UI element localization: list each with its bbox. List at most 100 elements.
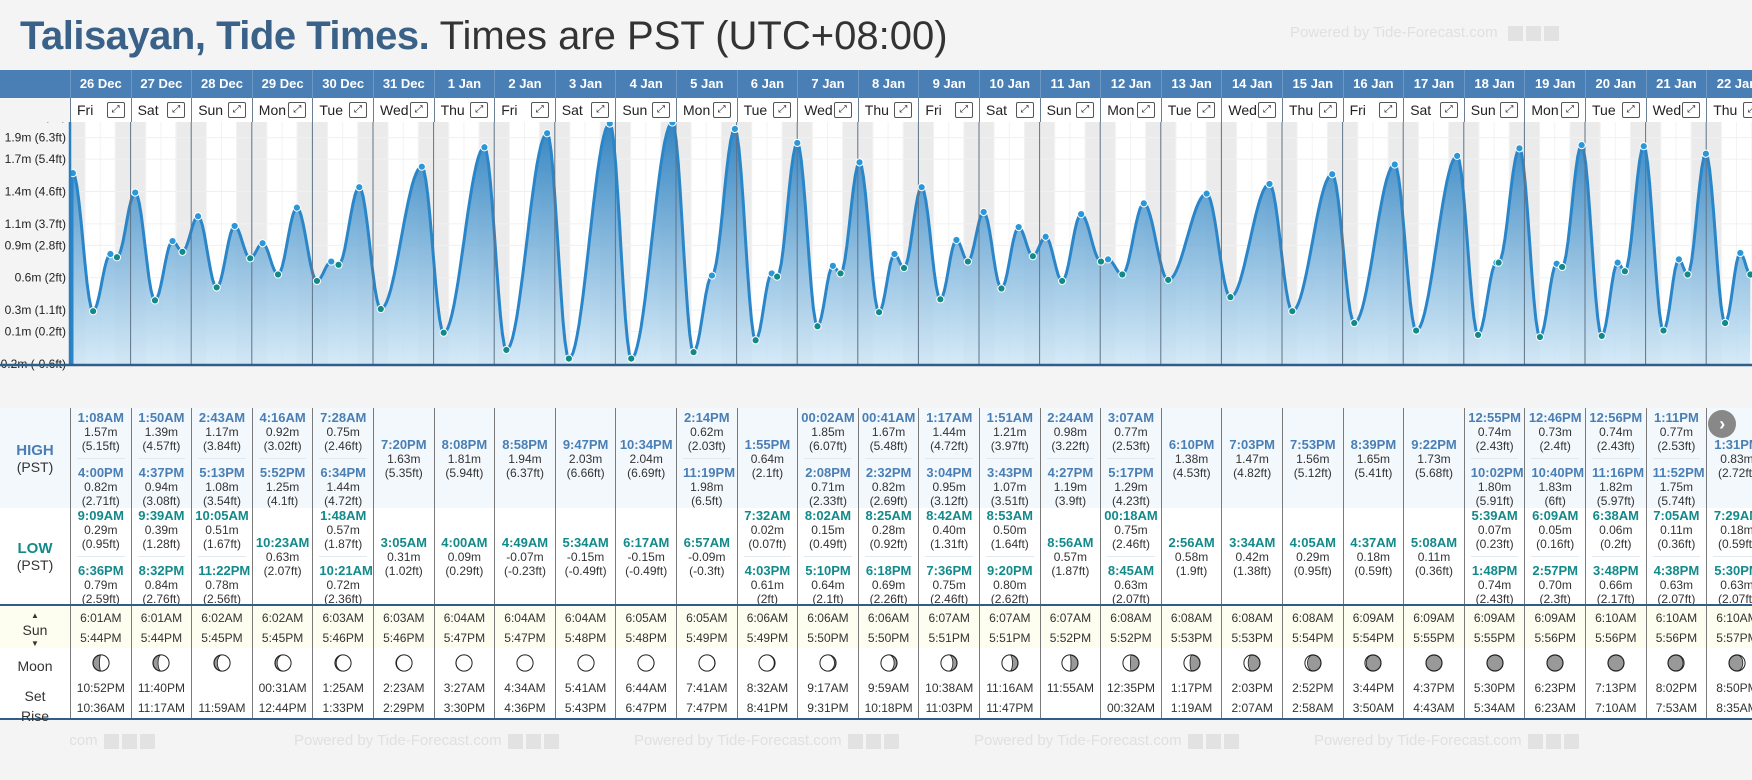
low-tide-point[interactable] bbox=[1473, 330, 1483, 339]
expand-day-icon[interactable]: ⤢ bbox=[167, 102, 186, 118]
low-tide-point[interactable] bbox=[1746, 270, 1752, 279]
high-tide-point[interactable] bbox=[793, 138, 802, 148]
expand-day-icon[interactable]: ⤢ bbox=[1621, 102, 1640, 118]
low-tide-point[interactable] bbox=[1058, 276, 1067, 286]
low-tide-point[interactable] bbox=[627, 354, 636, 363]
low-tide-point[interactable] bbox=[1118, 270, 1127, 279]
expand-day-icon[interactable]: ⤢ bbox=[773, 102, 792, 118]
expand-day-icon[interactable]: ⤢ bbox=[591, 102, 610, 118]
expand-day-icon[interactable]: ⤢ bbox=[954, 102, 973, 118]
low-tide-point[interactable] bbox=[246, 254, 255, 263]
next-days-button[interactable]: › bbox=[1708, 410, 1737, 438]
high-tide-point[interactable] bbox=[1103, 255, 1113, 264]
low-tide-point[interactable] bbox=[1288, 307, 1297, 316]
high-tide-point[interactable] bbox=[1639, 142, 1648, 151]
expand-day-icon[interactable]: ⤢ bbox=[1076, 102, 1095, 118]
high-tide-point[interactable] bbox=[890, 249, 899, 259]
high-tide-point[interactable] bbox=[828, 261, 837, 270]
high-tide-point[interactable] bbox=[1701, 149, 1710, 158]
low-tide-point[interactable] bbox=[773, 272, 782, 281]
high-tide-point[interactable] bbox=[131, 188, 140, 197]
expand-day-icon[interactable]: ⤢ bbox=[1197, 102, 1216, 118]
low-tide-point[interactable] bbox=[1096, 257, 1106, 266]
high-tide-point[interactable] bbox=[106, 249, 115, 259]
low-tide-point[interactable] bbox=[836, 269, 845, 278]
high-tide-point[interactable] bbox=[1328, 170, 1337, 179]
expand-day-icon[interactable]: ⤢ bbox=[1682, 102, 1701, 118]
low-tide-point[interactable] bbox=[874, 308, 884, 317]
high-tide-point[interactable] bbox=[193, 212, 203, 221]
low-tide-point[interactable] bbox=[1597, 331, 1606, 341]
low-tide-point[interactable] bbox=[1164, 275, 1173, 284]
expand-day-icon[interactable]: ⤢ bbox=[833, 102, 852, 118]
low-tide-point[interactable] bbox=[212, 283, 221, 292]
high-tide-point[interactable] bbox=[1453, 151, 1462, 160]
high-tide-point[interactable] bbox=[168, 236, 177, 246]
high-tide-point[interactable] bbox=[952, 235, 961, 245]
high-tide-point[interactable] bbox=[292, 203, 302, 212]
low-tide-point[interactable] bbox=[936, 295, 945, 304]
low-tide-point[interactable] bbox=[1494, 258, 1503, 267]
high-tide-point[interactable] bbox=[1202, 189, 1211, 198]
high-tide-point[interactable] bbox=[327, 257, 336, 266]
low-tide-point[interactable] bbox=[89, 307, 98, 316]
low-tide-point[interactable] bbox=[334, 260, 343, 269]
low-tide-point[interactable] bbox=[150, 296, 160, 305]
high-tide-point[interactable] bbox=[730, 124, 739, 134]
high-tide-point[interactable] bbox=[1515, 144, 1524, 153]
expand-day-icon[interactable]: ⤢ bbox=[106, 102, 125, 118]
expand-day-icon[interactable]: ⤢ bbox=[1136, 102, 1155, 118]
low-tide-point[interactable] bbox=[439, 328, 448, 337]
low-tide-point[interactable] bbox=[689, 348, 698, 357]
high-tide-point[interactable] bbox=[230, 221, 239, 231]
high-tide-point[interactable] bbox=[1390, 160, 1399, 169]
low-tide-point[interactable] bbox=[813, 322, 822, 331]
low-tide-point[interactable] bbox=[899, 263, 909, 273]
high-tide-point[interactable] bbox=[855, 158, 864, 167]
low-tide-point[interactable] bbox=[1535, 332, 1545, 342]
low-tide-point[interactable] bbox=[564, 354, 573, 363]
low-tide-point[interactable] bbox=[1620, 267, 1629, 276]
high-tide-point[interactable] bbox=[1077, 210, 1086, 219]
high-tide-point[interactable] bbox=[979, 207, 988, 217]
low-tide-point[interactable] bbox=[1226, 293, 1235, 302]
low-tide-point[interactable] bbox=[1720, 318, 1730, 328]
expand-day-icon[interactable]: ⤢ bbox=[1560, 102, 1579, 118]
low-tide-point[interactable] bbox=[1350, 318, 1359, 328]
low-tide-point[interactable] bbox=[1683, 270, 1692, 279]
low-tide-point[interactable] bbox=[376, 304, 385, 314]
high-tide-point[interactable] bbox=[1014, 222, 1023, 232]
low-tide-point[interactable] bbox=[178, 247, 187, 256]
high-tide-point[interactable] bbox=[1577, 141, 1586, 150]
high-tide-point[interactable] bbox=[1265, 179, 1274, 189]
low-tide-point[interactable] bbox=[1028, 252, 1037, 261]
expand-day-icon[interactable]: ⤢ bbox=[1742, 102, 1752, 118]
expand-day-icon[interactable]: ⤢ bbox=[651, 102, 670, 118]
expand-day-icon[interactable]: ⤢ bbox=[1439, 102, 1458, 118]
expand-day-icon[interactable]: ⤢ bbox=[348, 102, 367, 118]
expand-day-icon[interactable]: ⤢ bbox=[894, 102, 913, 118]
high-tide-point[interactable] bbox=[707, 271, 717, 280]
expand-day-icon[interactable]: ⤢ bbox=[530, 102, 549, 118]
high-tide-point[interactable] bbox=[605, 122, 614, 128]
low-tide-point[interactable] bbox=[963, 257, 972, 266]
high-tide-point[interactable] bbox=[1041, 232, 1050, 241]
high-tide-point[interactable] bbox=[417, 162, 426, 171]
high-tide-point[interactable] bbox=[543, 129, 552, 138]
high-tide-point[interactable] bbox=[668, 122, 677, 127]
expand-day-icon[interactable]: ⤢ bbox=[470, 102, 489, 118]
expand-day-icon[interactable]: ⤢ bbox=[1379, 102, 1398, 118]
low-tide-point[interactable] bbox=[312, 276, 322, 286]
high-tide-point[interactable] bbox=[917, 183, 926, 192]
low-tide-point[interactable] bbox=[112, 253, 122, 262]
low-tide-point[interactable] bbox=[1558, 262, 1567, 272]
expand-day-icon[interactable]: ⤢ bbox=[1015, 102, 1034, 118]
high-tide-point[interactable] bbox=[355, 183, 364, 192]
expand-day-icon[interactable]: ⤢ bbox=[409, 102, 428, 118]
low-tide-point[interactable] bbox=[273, 270, 283, 279]
expand-day-icon[interactable]: ⤢ bbox=[227, 102, 246, 118]
high-tide-point[interactable] bbox=[1736, 248, 1745, 258]
high-tide-point[interactable] bbox=[1139, 199, 1148, 208]
low-tide-point[interactable] bbox=[1659, 326, 1668, 335]
low-tide-point[interactable] bbox=[751, 336, 760, 345]
